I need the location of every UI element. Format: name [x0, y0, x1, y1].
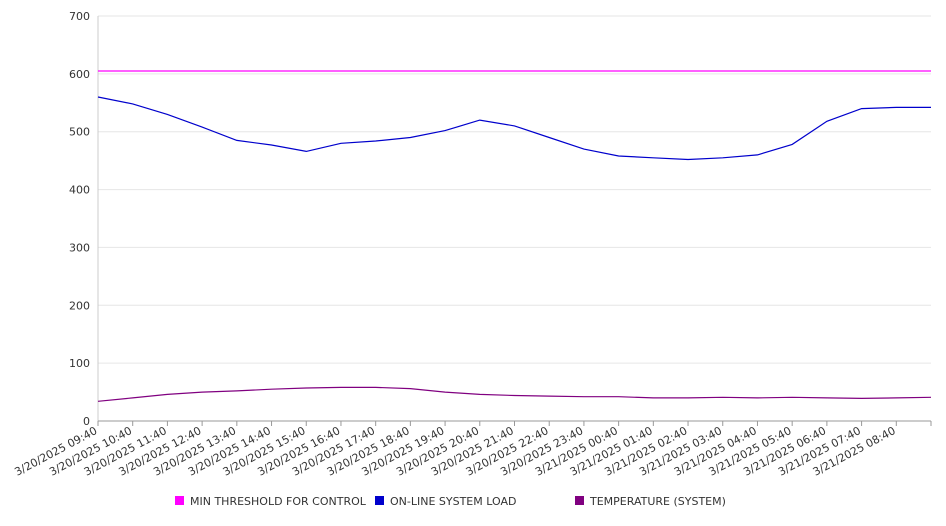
series-line-3 [97, 386, 932, 402]
y-tick-label: 500 [69, 126, 90, 139]
y-tick-label: 300 [69, 241, 90, 254]
legend-swatch [575, 496, 584, 505]
legend-label: ON-LINE SYSTEM LOAD [390, 495, 516, 508]
y-axis-ticks: 0 100 200 300 400 500 600 700 [69, 10, 90, 428]
y-tick-label: 600 [69, 68, 90, 81]
y-tick-label: 0 [83, 415, 90, 428]
legend-label: MIN THRESHOLD FOR CONTROL [190, 495, 367, 508]
y-tick-label: 700 [69, 10, 90, 23]
y-tick-label: 100 [69, 357, 90, 370]
legend-label: TEMPERATURE (SYSTEM) [589, 495, 726, 508]
legend-swatch [375, 496, 384, 505]
y-tick-label: 200 [69, 299, 90, 312]
x-axis-ticks: 3/20/2025 09:403/20/2025 10:403/20/2025 … [12, 421, 932, 479]
legend-swatch [175, 496, 184, 505]
series-lines [97, 70, 932, 402]
series-line-2 [97, 96, 931, 161]
axes [97, 16, 931, 422]
y-tick-label: 400 [69, 184, 90, 197]
grid [98, 15, 931, 364]
legend: MIN THRESHOLD FOR CONTROL ON-LINE SYSTEM … [175, 495, 726, 508]
